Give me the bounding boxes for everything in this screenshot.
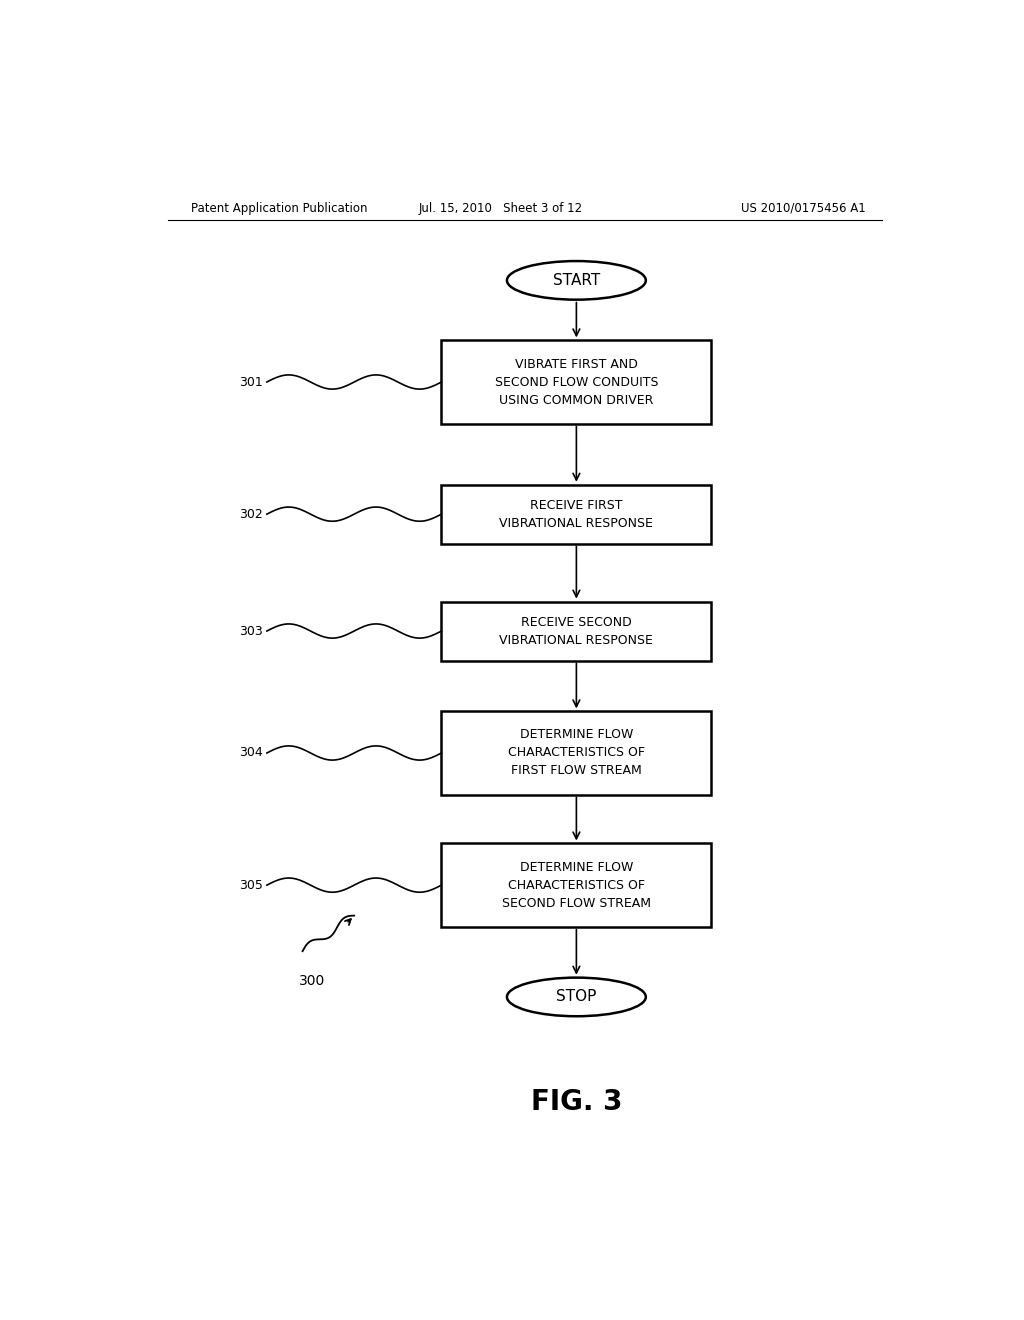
Text: DETERMINE FLOW
CHARACTERISTICS OF
SECOND FLOW STREAM: DETERMINE FLOW CHARACTERISTICS OF SECOND… (502, 861, 651, 909)
Text: 303: 303 (240, 624, 263, 638)
Text: START: START (553, 273, 600, 288)
Text: 304: 304 (240, 747, 263, 759)
Ellipse shape (507, 261, 646, 300)
Text: US 2010/0175456 A1: US 2010/0175456 A1 (741, 202, 866, 215)
Bar (441, 711, 712, 795)
Text: 305: 305 (239, 879, 263, 891)
Bar (441, 484, 712, 544)
Bar (441, 602, 712, 660)
Text: 301: 301 (240, 375, 263, 388)
Bar (441, 341, 712, 424)
Text: VIBRATE FIRST AND
SECOND FLOW CONDUITS
USING COMMON DRIVER: VIBRATE FIRST AND SECOND FLOW CONDUITS U… (495, 358, 658, 407)
Text: 300: 300 (299, 974, 325, 987)
Text: FIG. 3: FIG. 3 (530, 1088, 623, 1115)
Text: Jul. 15, 2010   Sheet 3 of 12: Jul. 15, 2010 Sheet 3 of 12 (419, 202, 583, 215)
Text: DETERMINE FLOW
CHARACTERISTICS OF
FIRST FLOW STREAM: DETERMINE FLOW CHARACTERISTICS OF FIRST … (508, 729, 645, 777)
Ellipse shape (507, 978, 646, 1016)
Text: STOP: STOP (556, 990, 597, 1005)
Text: RECEIVE FIRST
VIBRATIONAL RESPONSE: RECEIVE FIRST VIBRATIONAL RESPONSE (500, 499, 653, 529)
Text: RECEIVE SECOND
VIBRATIONAL RESPONSE: RECEIVE SECOND VIBRATIONAL RESPONSE (500, 615, 653, 647)
Text: 302: 302 (240, 508, 263, 520)
Text: Patent Application Publication: Patent Application Publication (191, 202, 368, 215)
Bar (441, 843, 712, 927)
